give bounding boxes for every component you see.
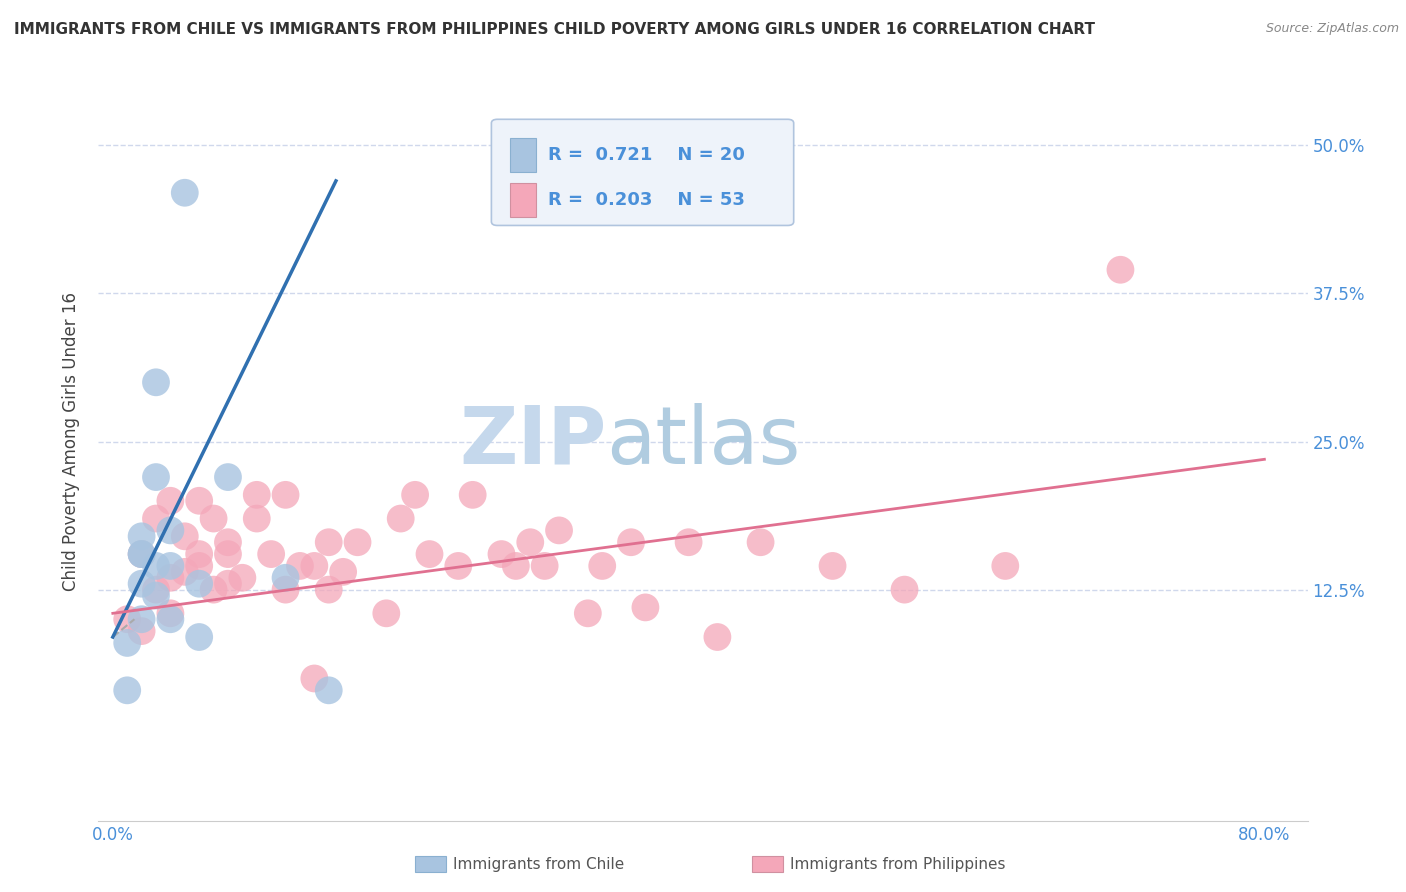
Point bbox=[274, 582, 297, 597]
Point bbox=[576, 607, 599, 621]
Point bbox=[188, 576, 211, 591]
Point bbox=[188, 493, 211, 508]
Y-axis label: Child Poverty Among Girls Under 16: Child Poverty Among Girls Under 16 bbox=[62, 292, 80, 591]
Point bbox=[893, 582, 915, 597]
Point bbox=[159, 612, 181, 626]
Bar bbox=[509, 183, 536, 217]
FancyBboxPatch shape bbox=[492, 120, 793, 226]
Point bbox=[318, 582, 340, 597]
Point bbox=[620, 535, 643, 549]
Text: Immigrants from Philippines: Immigrants from Philippines bbox=[790, 857, 1005, 871]
Point bbox=[1109, 262, 1132, 277]
Point bbox=[173, 565, 195, 579]
Point bbox=[346, 535, 368, 549]
Point bbox=[404, 488, 426, 502]
Text: atlas: atlas bbox=[606, 402, 800, 481]
Point bbox=[994, 558, 1017, 573]
Point bbox=[202, 582, 225, 597]
Point bbox=[115, 636, 138, 650]
Point bbox=[548, 524, 571, 538]
Text: R =  0.203    N = 53: R = 0.203 N = 53 bbox=[548, 191, 745, 209]
Text: R =  0.721    N = 20: R = 0.721 N = 20 bbox=[548, 145, 745, 163]
Point bbox=[678, 535, 700, 549]
Point bbox=[706, 630, 728, 644]
Point bbox=[202, 511, 225, 525]
Point bbox=[159, 571, 181, 585]
Point bbox=[115, 683, 138, 698]
Point bbox=[231, 571, 253, 585]
Point bbox=[461, 488, 484, 502]
Text: Source: ZipAtlas.com: Source: ZipAtlas.com bbox=[1265, 22, 1399, 36]
Point bbox=[159, 607, 181, 621]
Point bbox=[318, 683, 340, 698]
Bar bbox=[509, 137, 536, 171]
Point bbox=[159, 524, 181, 538]
Point bbox=[634, 600, 657, 615]
Point bbox=[217, 576, 239, 591]
Point bbox=[159, 558, 181, 573]
Point bbox=[749, 535, 772, 549]
Point bbox=[318, 535, 340, 549]
Point bbox=[131, 612, 153, 626]
Point bbox=[131, 576, 153, 591]
Point bbox=[591, 558, 613, 573]
Point bbox=[217, 535, 239, 549]
Point bbox=[447, 558, 470, 573]
Point bbox=[246, 511, 269, 525]
Point bbox=[131, 547, 153, 561]
Point bbox=[491, 547, 513, 561]
Point bbox=[131, 529, 153, 543]
Point bbox=[145, 376, 167, 390]
Point bbox=[332, 565, 354, 579]
Text: IMMIGRANTS FROM CHILE VS IMMIGRANTS FROM PHILIPPINES CHILD POVERTY AMONG GIRLS U: IMMIGRANTS FROM CHILE VS IMMIGRANTS FROM… bbox=[14, 22, 1095, 37]
Point bbox=[246, 488, 269, 502]
Point bbox=[115, 612, 138, 626]
Point bbox=[418, 547, 440, 561]
Point bbox=[260, 547, 283, 561]
Text: ZIP: ZIP bbox=[458, 402, 606, 481]
Point bbox=[375, 607, 398, 621]
Point bbox=[145, 558, 167, 573]
Point bbox=[389, 511, 412, 525]
Point bbox=[145, 589, 167, 603]
Point bbox=[131, 547, 153, 561]
Point bbox=[288, 558, 311, 573]
Point bbox=[217, 470, 239, 484]
Point bbox=[274, 571, 297, 585]
Point bbox=[217, 547, 239, 561]
Point bbox=[173, 186, 195, 200]
Point bbox=[188, 558, 211, 573]
Point bbox=[145, 470, 167, 484]
Point bbox=[533, 558, 555, 573]
Point bbox=[173, 529, 195, 543]
Point bbox=[131, 547, 153, 561]
Point bbox=[145, 582, 167, 597]
Point bbox=[131, 624, 153, 639]
Point bbox=[188, 630, 211, 644]
Point bbox=[304, 558, 326, 573]
Point bbox=[188, 547, 211, 561]
Point bbox=[519, 535, 541, 549]
Point bbox=[145, 511, 167, 525]
Point bbox=[821, 558, 844, 573]
Point bbox=[304, 672, 326, 686]
Text: Immigrants from Chile: Immigrants from Chile bbox=[453, 857, 624, 871]
Point bbox=[159, 493, 181, 508]
Point bbox=[505, 558, 527, 573]
Point bbox=[274, 488, 297, 502]
